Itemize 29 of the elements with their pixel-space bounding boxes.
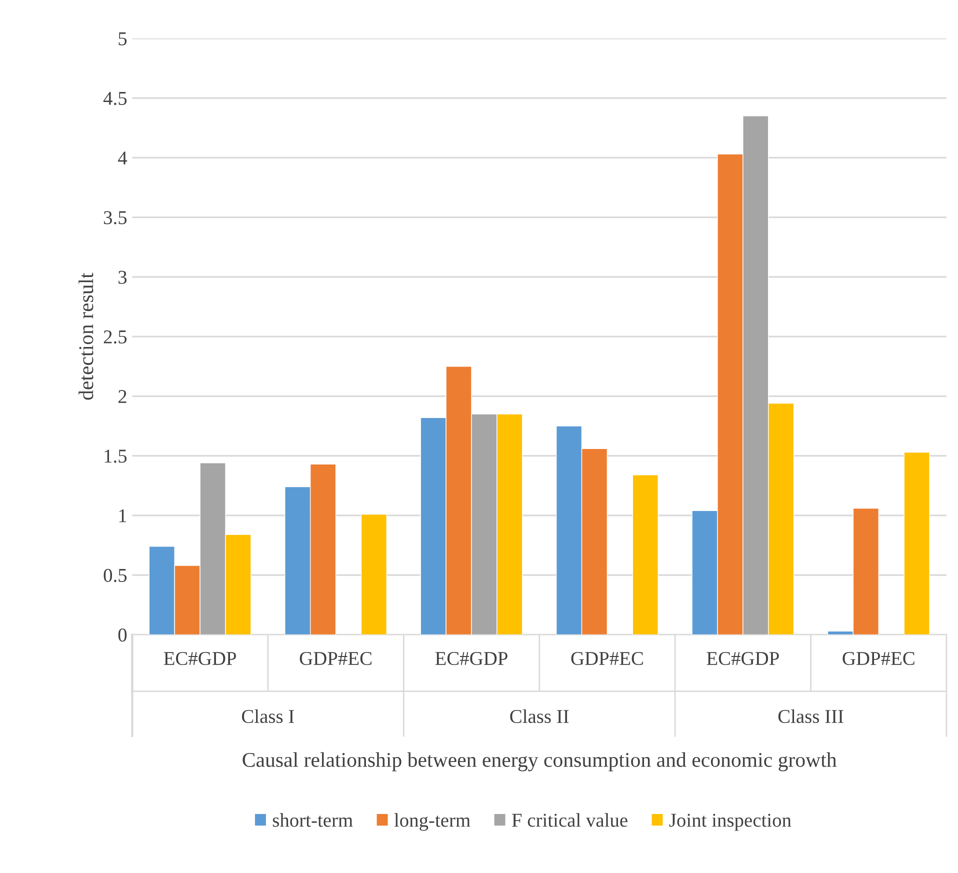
text: Class III: [778, 709, 844, 724]
y-tick-label: 4: [118, 152, 128, 164]
x-tick-label: EC#GDP: [164, 652, 236, 666]
y-axis-title: detection result: [78, 272, 94, 400]
legend-label: Joint inspection: [669, 814, 792, 831]
bar: [360, 514, 388, 635]
legend-label: long-term: [394, 813, 470, 831]
y-tick-label: 2: [118, 390, 126, 403]
x-tick-label: EC#GDP: [706, 652, 779, 666]
bar: [632, 474, 658, 635]
text: Class II: [510, 709, 569, 724]
y-tick-label: 1.5: [104, 450, 127, 463]
y-tick-label: 3.5: [104, 211, 127, 224]
y-tick-label: 4.5: [103, 92, 127, 106]
y-tick-label: 3: [118, 270, 127, 284]
y-tick-label: 0: [118, 628, 127, 642]
bar: [904, 452, 930, 635]
x-tick-label: GDP#EC: [842, 652, 914, 666]
text: Class I: [242, 709, 294, 724]
y-tick-label: 5: [118, 32, 127, 46]
y-tick-label: 2.5: [104, 330, 127, 344]
x-tick-label: GDP#EC: [300, 652, 372, 666]
y-tick-label: 1: [119, 509, 126, 522]
legend-label: F critical value: [512, 813, 628, 827]
y-tick-label: 0.5: [104, 568, 127, 582]
x-axis-title: Causal relationship between energy consumption and economic growth: [242, 752, 837, 772]
x-tick-label: EC#GDP: [435, 652, 508, 666]
legend-label: short-term: [272, 813, 353, 827]
x-tick-label: GDP#EC: [571, 652, 643, 666]
